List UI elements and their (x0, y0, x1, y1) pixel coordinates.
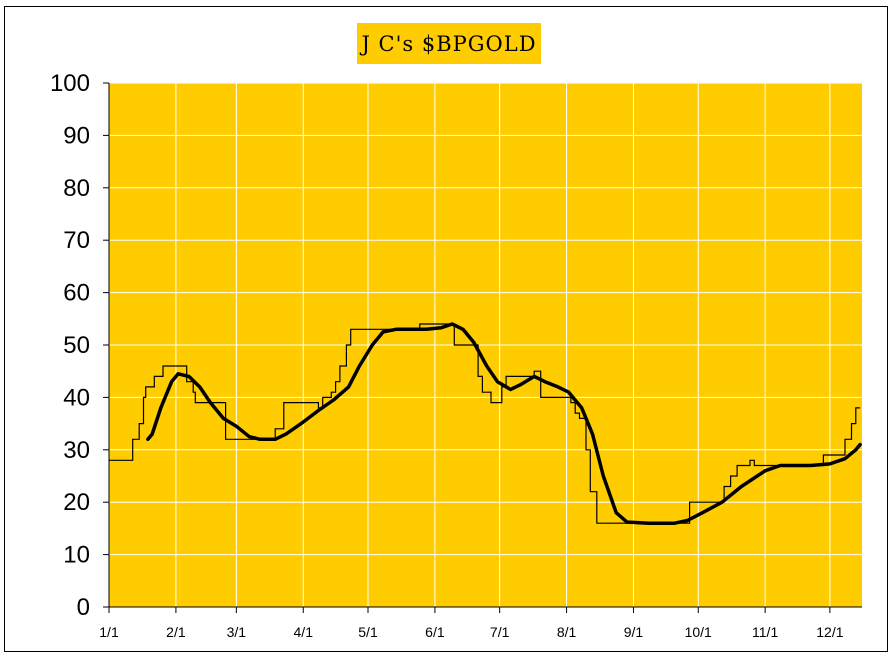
x-tick-label: 5/1 (358, 624, 378, 640)
x-tick-label: 8/1 (557, 624, 577, 640)
title-box (357, 23, 541, 64)
y-tick-label: 80 (63, 175, 90, 202)
y-tick-label: 0 (77, 594, 90, 621)
series-line-2 (146, 322, 862, 525)
x-tick-label: 12/1 (816, 624, 843, 640)
x-tick-label: 6/1 (425, 624, 445, 640)
grid-horizontal (109, 82, 862, 556)
grid-vertical (175, 83, 831, 607)
x-tick-label: 2/1 (166, 624, 186, 640)
x-tick-label: 3/1 (227, 624, 247, 640)
series-group (109, 322, 862, 525)
y-tick-label: 30 (63, 437, 90, 464)
y-tick-labels: 0 10 20 30 40 50 60 70 80 90 100 (50, 70, 90, 621)
x-tick-label: 4/1 (294, 624, 314, 640)
x-tick-label: 7/1 (490, 624, 510, 640)
y-tick-label: 50 (63, 332, 90, 359)
x-tick-labels: 1/1 2/1 3/1 4/1 5/1 6/1 7/1 8/1 9/1 10/1 11/1 12/1 (99, 624, 843, 640)
x-tick-label: 11/1 (752, 624, 778, 640)
y-tick-label: 40 (63, 384, 90, 411)
axis-ticks (103, 82, 831, 613)
y-tick-label: 90 (63, 122, 90, 149)
y-tick-label: 60 (63, 280, 90, 307)
y-tick-label: 10 (63, 542, 90, 569)
series-line-1 (109, 323, 861, 524)
x-tick-label: 9/1 (624, 624, 644, 640)
y-tick-label: 70 (63, 227, 90, 254)
y-tick-label: 100 (50, 70, 90, 97)
y-tick-label: 20 (63, 489, 90, 516)
x-tick-label: 1/1 (99, 624, 119, 640)
chart-title: J C's $BPGOLD (361, 31, 537, 56)
x-tick-label: 10/1 (685, 624, 712, 640)
